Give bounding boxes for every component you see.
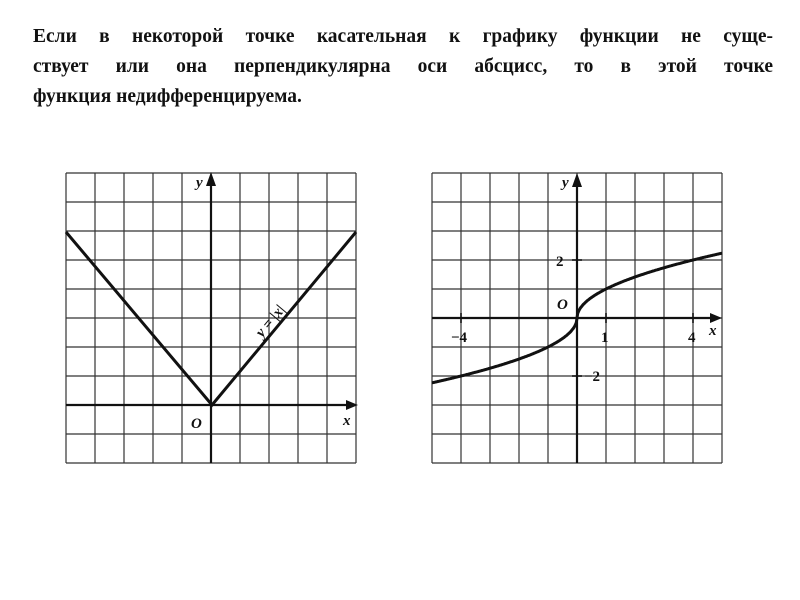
- x-tick-label: −4: [451, 330, 468, 346]
- y-tick-label: −2: [584, 369, 600, 385]
- tick-marks: [460, 259, 694, 377]
- origin-label: O: [557, 297, 568, 313]
- definition-paragraph: Если в некоторой точке касательная к гра…: [33, 22, 773, 112]
- paragraph-line-3: функция недифференцируема.: [33, 86, 302, 107]
- x-tick-label: 1: [601, 330, 609, 346]
- x-axis-label: x: [708, 323, 717, 339]
- x-axis-arrow-icon: [346, 400, 358, 410]
- paragraph-line-1: Если в некоторой точке касательная к гра…: [33, 26, 773, 47]
- abs-function-curve: [64, 231, 358, 408]
- y-axis-label: y: [560, 175, 569, 191]
- y-axis-arrow-icon: [206, 172, 216, 186]
- y-tick-label: 2: [556, 254, 564, 270]
- graph-right: y x O −4 1 4 2 −2: [431, 172, 723, 464]
- y-axis-arrow-icon: [572, 173, 582, 187]
- graph-left: y x O y = |x|: [64, 172, 358, 464]
- x-axis-label: x: [342, 413, 351, 429]
- sqrt-function-curve: [431, 251, 723, 385]
- x-tick-label: 4: [688, 330, 696, 346]
- x-axis-arrow-icon: [710, 313, 722, 323]
- paragraph-line-2: ствует или она перпендикулярна оси абсци…: [33, 56, 773, 77]
- y-axis-label: y: [194, 175, 203, 191]
- origin-label: O: [191, 416, 202, 432]
